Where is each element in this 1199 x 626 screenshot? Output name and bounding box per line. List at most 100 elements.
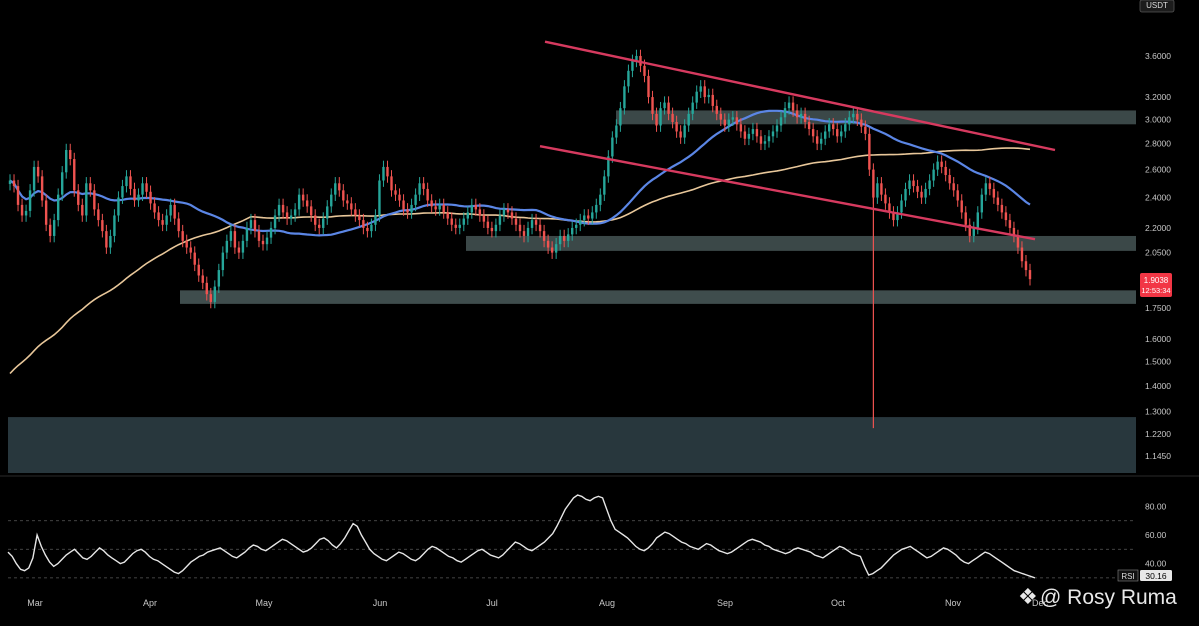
candle-body bbox=[1020, 247, 1024, 262]
candle-body bbox=[241, 240, 245, 253]
rsi-label-box bbox=[1117, 569, 1139, 582]
candle-body bbox=[97, 209, 100, 221]
candle-body bbox=[759, 136, 763, 144]
support-zone-bottom bbox=[8, 417, 1136, 473]
candle-body bbox=[615, 125, 618, 138]
candle-body bbox=[679, 131, 682, 138]
candle-body bbox=[73, 159, 76, 191]
price-tick-label: 1.3000 bbox=[1145, 407, 1171, 417]
rsi-value-box bbox=[1140, 570, 1172, 581]
candle-body bbox=[313, 215, 317, 225]
candle-body bbox=[322, 218, 325, 228]
candle-body bbox=[81, 204, 84, 216]
candle-body bbox=[281, 204, 285, 213]
candle-body bbox=[366, 227, 369, 232]
candle-body bbox=[189, 247, 192, 253]
candle-body bbox=[338, 183, 341, 191]
price-tick-label: 3.0000 bbox=[1145, 115, 1171, 125]
candle-body bbox=[755, 129, 759, 137]
month-tick-label: May bbox=[255, 598, 273, 608]
candle-body bbox=[1024, 261, 1028, 271]
candle-body bbox=[382, 166, 385, 181]
candle-body bbox=[575, 224, 578, 228]
candle-body bbox=[93, 190, 96, 210]
candle-body bbox=[153, 203, 156, 213]
candle-body bbox=[795, 110, 799, 118]
price-tick-label: 2.6000 bbox=[1145, 165, 1171, 175]
candle-body bbox=[631, 60, 634, 71]
candle-body bbox=[398, 194, 401, 201]
candle-body bbox=[109, 235, 112, 248]
candle-body bbox=[916, 186, 919, 192]
rsi-label: RSI bbox=[1121, 572, 1134, 581]
month-tick-label: Sep bbox=[717, 598, 733, 608]
candle-body bbox=[209, 294, 212, 302]
rsi-level-label: 80.00 bbox=[1145, 501, 1167, 511]
currency-label: USDT bbox=[1146, 1, 1168, 10]
candle-body bbox=[534, 220, 538, 225]
candle-body bbox=[318, 224, 321, 228]
price-tick-label: 2.8000 bbox=[1145, 139, 1171, 149]
candle-body bbox=[402, 200, 405, 210]
price-tick-label: 1.5000 bbox=[1145, 357, 1171, 367]
candle-body bbox=[860, 119, 863, 127]
candle-body bbox=[538, 224, 542, 232]
candle-body bbox=[747, 133, 751, 139]
candle-body bbox=[426, 188, 429, 201]
price-tick-label: 1.1450 bbox=[1145, 451, 1171, 461]
candle-body bbox=[651, 97, 654, 114]
candle-body bbox=[394, 190, 397, 195]
price-tick-label: 3.2000 bbox=[1145, 92, 1171, 102]
candle-body bbox=[526, 227, 530, 236]
candle-body bbox=[177, 218, 180, 232]
rsi-level-label: 60.00 bbox=[1145, 530, 1167, 540]
candle-body bbox=[892, 212, 895, 221]
candle-body bbox=[181, 231, 184, 241]
candle-body bbox=[819, 138, 823, 144]
candle-body bbox=[249, 220, 253, 228]
candle-body bbox=[474, 204, 478, 210]
candle-body bbox=[956, 190, 959, 201]
currency-label-box[interactable]: USDT bbox=[1139, 0, 1175, 13]
candle-body bbox=[763, 141, 767, 144]
candle-body bbox=[289, 215, 293, 219]
candle-body bbox=[462, 218, 465, 225]
candle-body bbox=[20, 204, 24, 216]
candle-body bbox=[169, 204, 172, 216]
candle-body bbox=[490, 227, 494, 232]
candle-body bbox=[454, 224, 457, 228]
candle-body bbox=[8, 180, 12, 185]
candle-body bbox=[354, 209, 357, 216]
candle-body bbox=[832, 124, 835, 130]
candle-body bbox=[836, 129, 839, 137]
month-tick-label: Aug bbox=[599, 598, 615, 608]
candle-body bbox=[695, 91, 698, 103]
support-zone-low bbox=[180, 290, 1136, 304]
candle-body bbox=[739, 124, 743, 132]
candle-body bbox=[735, 117, 739, 125]
candle-body bbox=[414, 194, 417, 205]
candle-body bbox=[305, 200, 309, 207]
candle-body bbox=[450, 218, 453, 225]
candle-body bbox=[603, 176, 606, 195]
candle-body bbox=[587, 215, 590, 219]
month-tick-label: Oct bbox=[831, 598, 846, 608]
candle-body bbox=[799, 113, 803, 118]
candle-body bbox=[840, 131, 843, 137]
candle-body bbox=[257, 231, 261, 241]
candle-body bbox=[699, 86, 702, 92]
candle-body bbox=[904, 188, 907, 201]
candle-body bbox=[723, 119, 727, 126]
candle-body bbox=[643, 65, 646, 76]
candle-body bbox=[446, 212, 449, 219]
rsi-pane[interactable]: 80.00 60.00 40.00 RSI 30.16 bbox=[0, 475, 1199, 582]
candle-body bbox=[787, 102, 791, 109]
current-price-tag: 1.9038 12:53:34 bbox=[1140, 273, 1172, 297]
candle-body bbox=[964, 212, 967, 225]
candle-body bbox=[848, 117, 851, 125]
price-tick-label: 2.2000 bbox=[1145, 223, 1171, 233]
candle-body bbox=[864, 126, 867, 134]
candle-body bbox=[374, 215, 377, 225]
